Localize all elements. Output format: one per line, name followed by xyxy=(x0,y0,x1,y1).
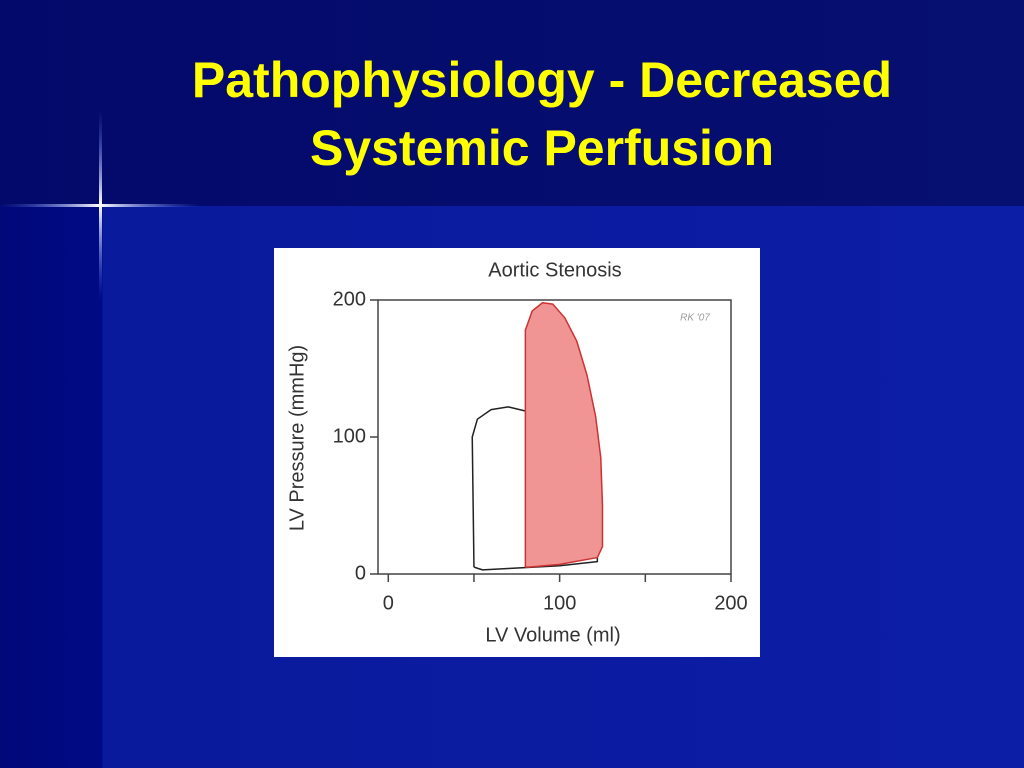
slide-title: Pathophysiology - Decreased xyxy=(192,52,892,108)
x-tick-label: 200 xyxy=(714,592,747,614)
chart-title: Aortic Stenosis xyxy=(488,259,621,281)
x-tick-label: 100 xyxy=(543,592,576,614)
pv-loop xyxy=(524,301,604,568)
annotation: RK '07 xyxy=(680,313,710,324)
x-tick-label: 0 xyxy=(383,592,394,614)
flare xyxy=(99,110,102,300)
title-band xyxy=(0,0,1024,206)
y-tick-label: 100 xyxy=(333,425,366,447)
y-tick-label: 0 xyxy=(355,562,366,584)
slide-title: Systemic Perfusion xyxy=(310,120,774,176)
x-axis-label: LV Volume (ml) xyxy=(485,624,620,646)
y-tick-label: 200 xyxy=(333,288,366,310)
chart-panel xyxy=(274,248,760,657)
y-axis-label: LV Pressure (mmHg) xyxy=(286,345,308,531)
